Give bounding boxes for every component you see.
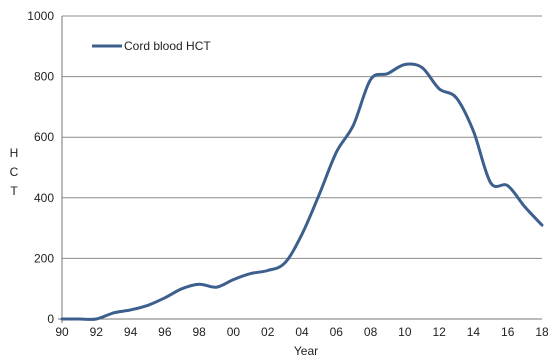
data-point: [369, 78, 372, 81]
x-tick-label: 98: [192, 325, 206, 339]
x-tick-label: 10: [398, 325, 412, 339]
data-point: [163, 296, 166, 299]
data-point: [455, 96, 458, 99]
data-point: [352, 124, 355, 127]
data-point: [403, 63, 406, 66]
y-axis-title-letter: T: [10, 184, 18, 198]
data-point: [129, 308, 132, 311]
x-tick-label: 00: [227, 325, 241, 339]
x-tick-label: 18: [535, 325, 548, 339]
data-point: [301, 233, 304, 236]
data-point: [181, 287, 184, 290]
data-point: [421, 66, 424, 69]
data-point: [198, 283, 201, 286]
x-tick-label: 12: [432, 325, 446, 339]
x-axis-title: Year: [294, 344, 318, 358]
legend-label: Cord blood HCT: [124, 39, 211, 53]
y-axis-title: HCT: [10, 146, 19, 198]
y-tick-label: 0: [47, 312, 54, 326]
y-tick-label: 1000: [27, 9, 54, 23]
data-point: [61, 318, 64, 321]
data-point: [472, 130, 475, 133]
data-point: [266, 269, 269, 272]
x-tick-label: 92: [90, 325, 104, 339]
y-axis-title-letter: H: [10, 146, 19, 160]
data-point: [283, 261, 286, 264]
y-axis-title-letter: C: [10, 165, 19, 179]
data-point: [506, 184, 509, 187]
data-point: [78, 318, 81, 321]
data-point: [232, 278, 235, 281]
x-tick-label: 04: [295, 325, 309, 339]
data-point: [249, 272, 252, 275]
data-point: [95, 318, 98, 321]
data-point: [146, 304, 149, 307]
data-point: [489, 181, 492, 184]
x-tick-label: 08: [364, 325, 378, 339]
y-tick-label: 400: [34, 191, 54, 205]
x-tick-label: 16: [501, 325, 515, 339]
series-line-cord-blood-hct: [60, 62, 544, 321]
data-point: [523, 205, 526, 208]
x-tick-label: 96: [158, 325, 172, 339]
gridlines: [62, 15, 542, 259]
data-point: [541, 224, 544, 227]
y-tick-label: 200: [34, 251, 54, 265]
x-tick-label: 90: [55, 325, 69, 339]
x-tick-label: 02: [261, 325, 275, 339]
x-tick-label: 06: [330, 325, 344, 339]
x-tick-label: 14: [467, 325, 481, 339]
series-points: [61, 63, 544, 321]
y-tick-label: 800: [34, 70, 54, 84]
data-point: [438, 87, 441, 90]
data-point: [318, 193, 321, 196]
y-tick-label: 600: [34, 130, 54, 144]
legend: Cord blood HCT: [92, 39, 211, 53]
data-point: [335, 151, 338, 154]
data-point: [112, 311, 115, 314]
data-point: [215, 286, 218, 289]
y-tick-labels: 0 200 400 600 800 1000: [27, 9, 54, 326]
x-tick-labels: 90 92 94 96 98 00 02 04 06 08 10 12 14 16 18: [55, 325, 548, 339]
data-point: [386, 72, 389, 75]
x-tick-label: 94: [124, 325, 138, 339]
